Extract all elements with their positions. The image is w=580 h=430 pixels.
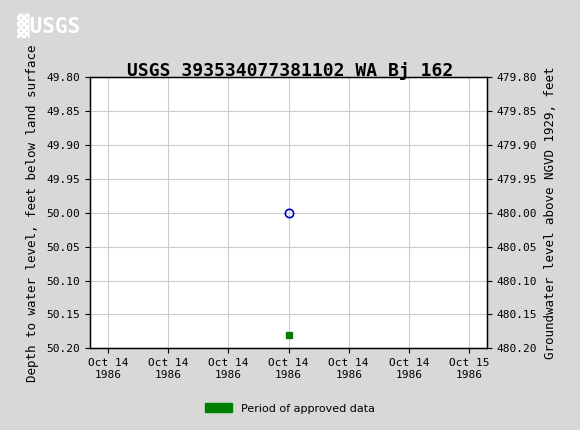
Text: USGS 393534077381102 WA Bj 162: USGS 393534077381102 WA Bj 162 <box>127 62 453 80</box>
Legend: Period of approved data: Period of approved data <box>200 399 380 418</box>
Y-axis label: Groundwater level above NGVD 1929, feet: Groundwater level above NGVD 1929, feet <box>545 67 557 359</box>
Text: ▓USGS: ▓USGS <box>17 14 81 38</box>
Y-axis label: Depth to water level, feet below land surface: Depth to water level, feet below land su… <box>27 44 39 381</box>
